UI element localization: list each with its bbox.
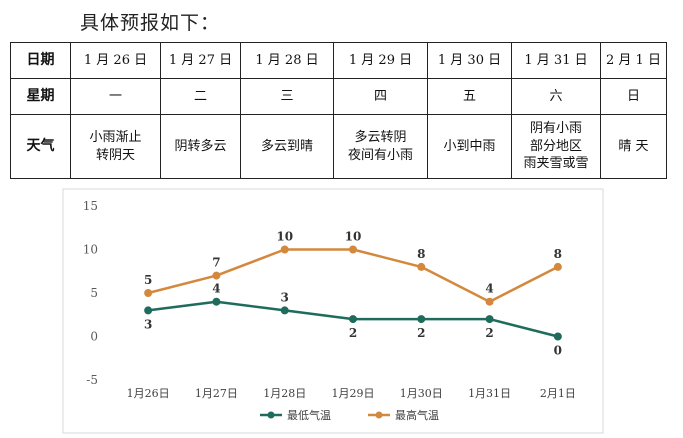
x-tick-label: 2月1日 [540,387,576,400]
table-cell: 小雨渐止 转阴天 [70,114,161,179]
table-cell: 二 [160,78,241,115]
data-label: 8 [417,247,425,261]
data-point [485,315,494,324]
table-row-date: 日期 1 月 26 日 1 月 27 日 1 月 28 日 1 月 29 日 1… [10,42,667,79]
table-row-weekday: 星期 一 二 三 四 五 六 日 [10,78,667,115]
page-heading: 具体预报如下： [80,12,221,34]
y-tick-label: 10 [83,243,98,257]
data-label: 3 [144,317,152,331]
data-point [280,306,289,315]
x-tick-label: 1月31日 [468,387,511,400]
data-point [349,315,357,324]
x-tick-label: 1月27日 [195,387,238,400]
temperature-chart: 15 10 5 0 -5 1月26日 1月27日 1月28日 1月29日 1月30日 1月31日 2… [62,188,604,434]
y-tick-label: 15 [83,199,98,213]
table-cell: 六 [511,78,601,115]
row-header-date: 日期 [10,42,71,79]
data-point [144,289,153,297]
y-tick-label: 5 [90,286,98,300]
forecast-table: 日期 1 月 26 日 1 月 27 日 1 月 28 日 1 月 29 日 1… [10,42,667,179]
data-point [349,245,357,254]
data-point [485,297,494,306]
data-point [212,297,221,306]
table-cell: 小到中雨 [427,114,512,179]
data-point [417,262,426,271]
table-cell: 阴转多云 [160,114,241,179]
data-label: 3 [281,290,289,304]
table-cell: 1 月 31 日 [511,42,601,79]
table-cell: 1 月 29 日 [333,42,428,79]
y-tick-label: 0 [90,330,98,344]
data-label: 2 [417,326,425,340]
table-cell: 1 月 30 日 [427,42,512,79]
temperature-chart-svg: 15 10 5 0 -5 1月26日 1月27日 1月28日 1月29日 1月30日 1月31日 2… [62,188,604,434]
data-label: 10 [276,230,293,244]
x-tick-label: 1月28日 [263,387,306,400]
table-cell: 多云转阴 夜间有小雨 [333,114,428,179]
data-point [280,245,289,254]
table-cell: 阴有小雨 部分地区 雨夹雪或雪 [511,114,601,179]
table-cell: 晴 天 [600,114,667,179]
x-tick-label: 1月26日 [127,387,170,400]
data-point [553,262,562,271]
x-tick-label: 1月30日 [400,387,443,400]
data-label: 2 [485,326,493,340]
data-point [417,315,426,324]
legend-swatch-marker [267,411,275,419]
table-cell: 四 [333,78,428,115]
table-cell: 1 月 28 日 [240,42,334,79]
legend-swatch-marker [375,411,383,419]
data-label: 4 [485,282,493,296]
data-label: 2 [349,326,357,340]
row-header-weekday: 星期 [10,78,71,115]
table-cell: 2 月 1 日 [600,42,667,79]
x-tick-label: 1月29日 [332,387,375,400]
data-point [553,332,562,341]
table-cell: 日 [600,78,667,115]
table-cell: 三 [240,78,334,115]
data-label: 0 [554,344,562,358]
data-label: 8 [554,247,562,261]
data-label: 4 [212,282,220,296]
y-tick-label: -5 [86,373,98,387]
table-cell: 多云到晴 [240,114,334,179]
table-cell: 五 [427,78,512,115]
table-cell: 1 月 26 日 [70,42,161,79]
data-label: 10 [345,230,362,244]
table-cell: 一 [70,78,161,115]
table-cell: 1 月 27 日 [160,42,241,79]
data-label: 7 [212,256,220,270]
data-label: 5 [144,273,152,287]
data-point [144,306,153,315]
legend-label: 最低气温 [287,408,331,422]
legend-label: 最高气温 [395,408,439,422]
data-point [212,271,221,280]
row-header-weather: 天气 [10,114,71,179]
table-row-weather: 天气 小雨渐止 转阴天 阴转多云 多云到晴 多云转阴 夜间有小雨 小到中雨 阴有… [10,114,667,179]
